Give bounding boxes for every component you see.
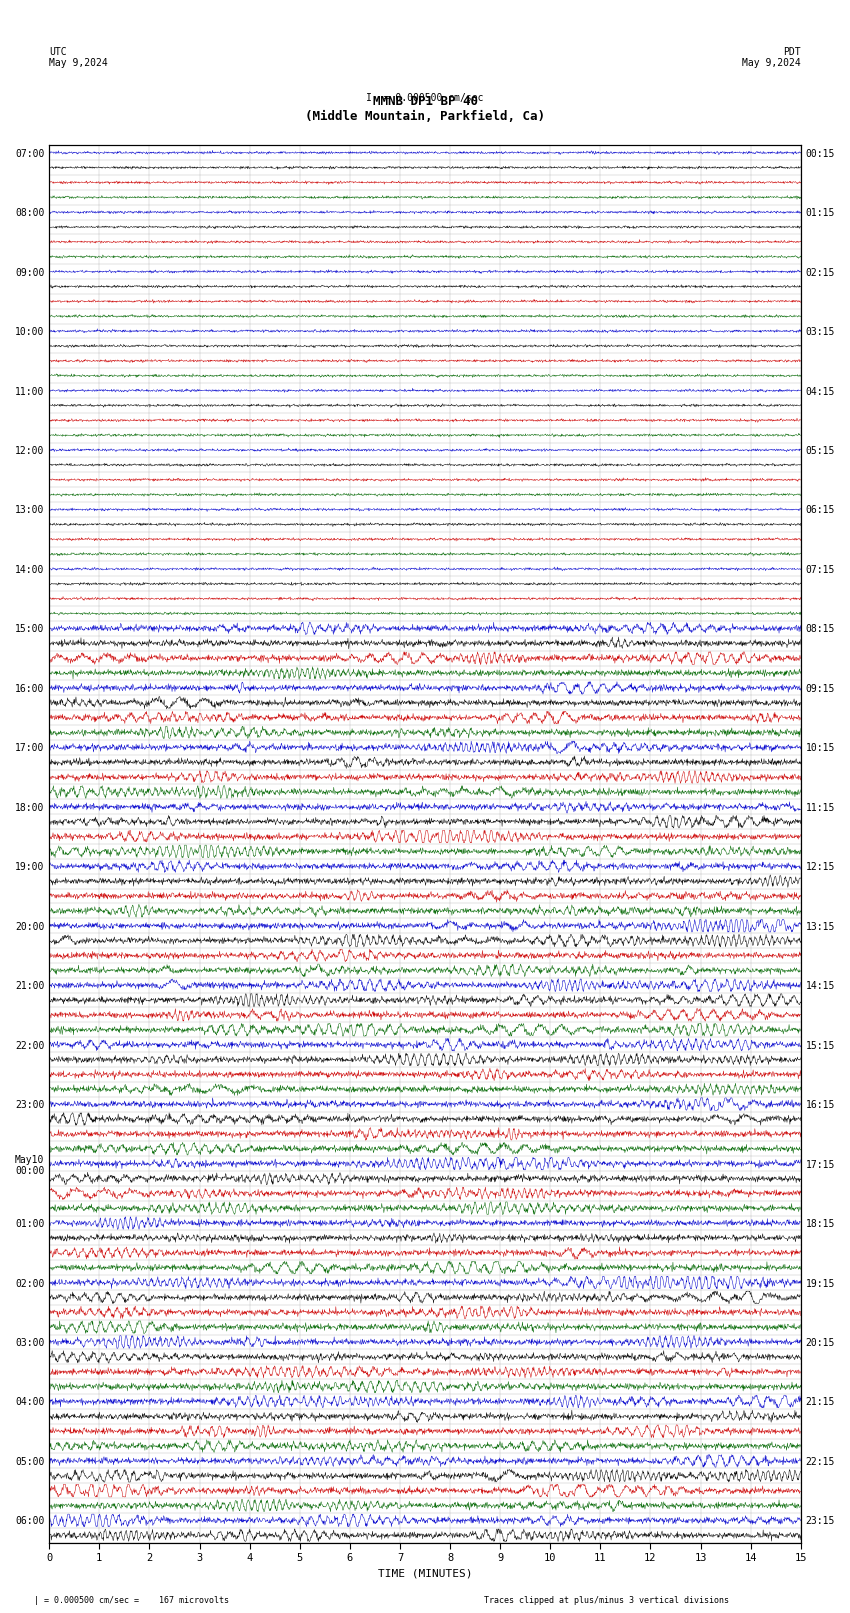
Text: | = 0.000500 cm/sec =    167 microvolts: | = 0.000500 cm/sec = 167 microvolts	[34, 1597, 229, 1605]
Title: MMNB DP1 BP 40
(Middle Mountain, Parkfield, Ca): MMNB DP1 BP 40 (Middle Mountain, Parkfie…	[305, 95, 545, 123]
Text: Traces clipped at plus/minus 3 vertical divisions: Traces clipped at plus/minus 3 vertical …	[484, 1597, 729, 1605]
Text: PDT
May 9,2024: PDT May 9,2024	[742, 47, 801, 68]
Text: UTC
May 9,2024: UTC May 9,2024	[49, 47, 108, 68]
Text: I  = 0.000500 cm/sec: I = 0.000500 cm/sec	[366, 94, 484, 103]
X-axis label: TIME (MINUTES): TIME (MINUTES)	[377, 1569, 473, 1579]
